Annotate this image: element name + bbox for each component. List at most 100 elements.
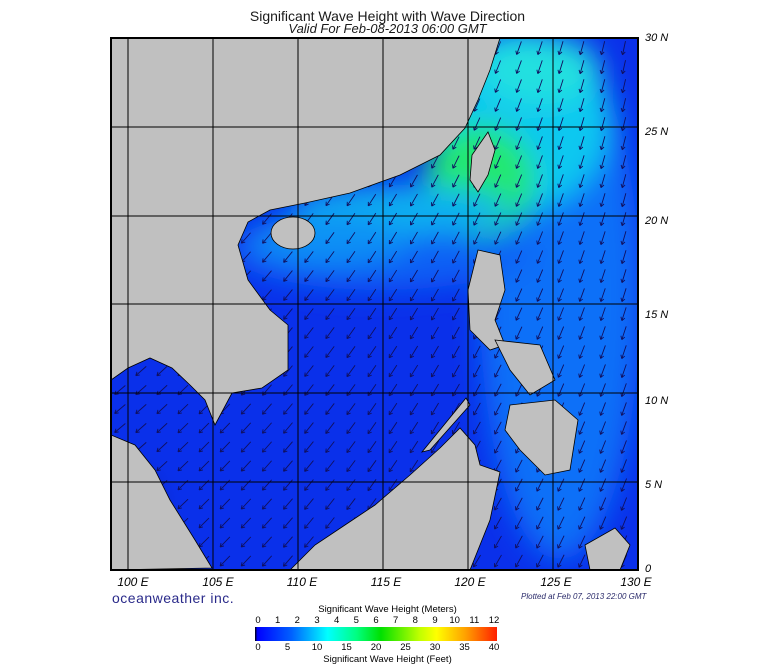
wave-arrow <box>578 364 586 378</box>
wave-arrow <box>304 270 314 282</box>
wave-arrow <box>494 516 502 530</box>
wave-arrow <box>620 288 627 303</box>
wave-arrow <box>599 269 606 283</box>
wave-arrow <box>557 193 564 207</box>
wave-arrow <box>198 517 210 529</box>
wave-arrow <box>620 402 627 416</box>
wave-arrow <box>262 251 272 263</box>
wave-arrow <box>304 498 314 510</box>
wave-arrow <box>198 441 210 453</box>
wave-arrow <box>346 193 356 207</box>
wave-arrow <box>578 307 585 321</box>
wave-arrow <box>409 440 419 454</box>
wave-arrow <box>515 478 523 492</box>
wave-arrow <box>367 479 377 492</box>
wave-arrow <box>557 212 564 226</box>
wave-arrow <box>515 516 523 530</box>
wave-arrow <box>557 326 565 340</box>
wave-arrow <box>557 345 565 359</box>
wave-arrow <box>304 365 314 377</box>
wave-arrow <box>599 79 606 94</box>
wave-arrow <box>346 308 356 321</box>
wave-arrow <box>620 174 627 189</box>
colorbar-tick: 3 <box>314 615 320 626</box>
wave-arrow <box>452 155 460 169</box>
wave-arrow <box>620 60 626 75</box>
wave-arrow <box>515 174 523 188</box>
wave-arrow <box>346 498 356 511</box>
wave-arrow <box>473 345 481 359</box>
wave-arrow <box>515 497 523 511</box>
wave-arrow <box>599 478 607 492</box>
wave-arrow <box>515 60 522 74</box>
wave-arrow <box>388 250 398 264</box>
wave-arrow <box>599 440 607 454</box>
wave-arrow <box>409 174 418 188</box>
wave-arrow <box>536 41 543 55</box>
wave-arrow <box>367 441 377 454</box>
wave-arrow <box>240 555 252 567</box>
wave-arrow <box>620 79 627 94</box>
wave-arrow <box>409 193 418 207</box>
wave-arrow <box>473 193 481 207</box>
wave-arrow <box>262 270 272 282</box>
wave-arrow <box>325 327 335 340</box>
wave-arrow <box>557 41 564 56</box>
colorbar-tick: 6 <box>373 615 379 626</box>
wave-arrow <box>578 535 586 549</box>
wave-arrow <box>599 459 607 473</box>
wave-arrow <box>452 326 460 340</box>
wave-arrow <box>240 441 252 453</box>
wave-arrow <box>240 460 252 472</box>
wave-arrow <box>346 231 356 245</box>
wave-arrow <box>599 307 606 321</box>
wave-arrow <box>156 441 168 453</box>
wave-arrow <box>388 459 398 473</box>
wave-arrow <box>430 402 440 416</box>
wave-arrow <box>494 402 502 416</box>
wave-arrow <box>494 174 502 188</box>
wave-arrow <box>473 231 481 245</box>
wave-arrow <box>240 498 252 510</box>
wave-arrow <box>135 423 147 434</box>
wave-arrow <box>578 79 585 94</box>
wave-arrow <box>367 212 377 226</box>
wave-arrow <box>325 441 335 453</box>
wave-arrow <box>325 289 335 302</box>
wave-arrow <box>578 288 585 302</box>
wave-arrow <box>261 441 272 453</box>
wave-arrow <box>536 212 543 226</box>
wave-arrow <box>494 155 502 169</box>
wave-arrow <box>620 136 627 151</box>
wave-arrow <box>409 250 418 264</box>
wave-arrow <box>557 516 565 530</box>
wave-arrow <box>261 403 272 415</box>
plotted-timestamp: Plotted at Feb 07, 2013 22:00 GMT <box>521 592 647 601</box>
wave-arrow <box>346 441 356 454</box>
colorbar-tick: 7 <box>393 615 399 626</box>
wave-arrow <box>578 98 585 113</box>
wave-arrow <box>388 421 398 435</box>
wave-arrow <box>620 497 628 511</box>
wave-arrow <box>599 326 606 340</box>
wave-arrow <box>325 422 335 434</box>
wave-arrow <box>283 270 293 282</box>
colorbar-title: Significant Wave Height (Meters) <box>318 604 457 615</box>
wave-arrow <box>283 251 293 263</box>
colorbar-tick: 40 <box>488 642 500 653</box>
wave-arrow <box>599 155 606 170</box>
wave-arrow <box>219 536 231 548</box>
map-frame <box>110 37 639 571</box>
wave-arrow <box>282 517 293 529</box>
wave-arrow <box>473 212 481 226</box>
colorbar-tick: 10 <box>449 615 460 626</box>
wave-arrow <box>515 79 522 93</box>
colorbar-tick: 5 <box>284 642 291 653</box>
wave-arrow <box>620 155 627 170</box>
lon-label: 130 E <box>620 575 652 589</box>
wave-arrow <box>536 326 544 340</box>
wave-arrow <box>282 555 293 567</box>
wave-arrow <box>261 422 272 434</box>
wave-arrow <box>620 421 627 435</box>
wave-arrow <box>599 136 606 151</box>
